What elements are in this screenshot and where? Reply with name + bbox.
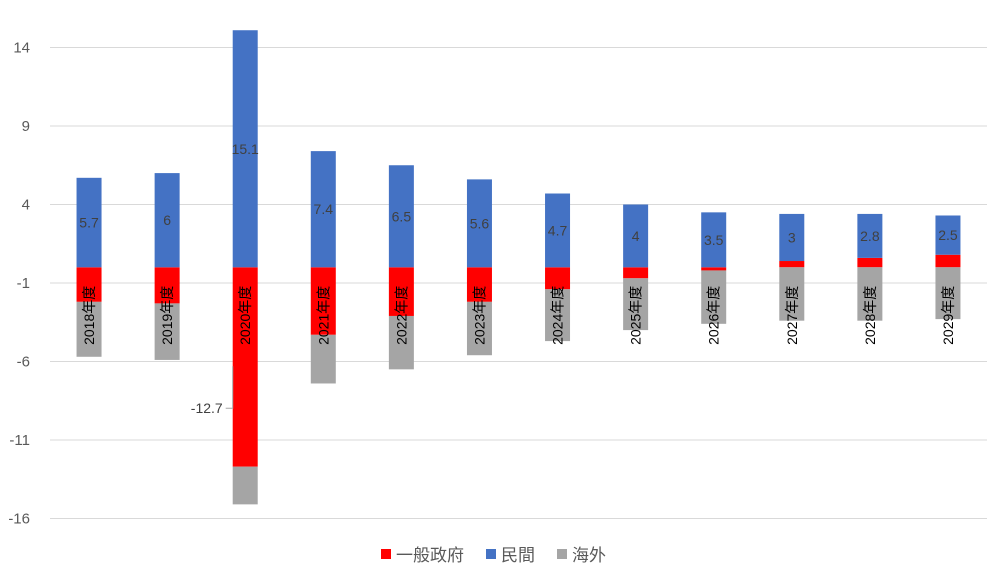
data-label-private: 2.5 xyxy=(938,227,958,243)
data-label-private: 6 xyxy=(163,212,171,228)
category-label: 2023年度 xyxy=(471,286,487,345)
bar-government xyxy=(857,257,883,268)
data-label-private: 5.7 xyxy=(79,215,99,231)
bar-overseas xyxy=(545,289,571,342)
legend-swatch-private xyxy=(486,548,496,559)
bar-private xyxy=(545,193,571,268)
legend-item-overseas: 海外 xyxy=(557,541,606,566)
category-label: 2027年度 xyxy=(784,286,800,345)
y-tick-label: -6 xyxy=(17,354,30,371)
data-labels: 5.7 6 15.1 -12.7 7.4 6.5 5.6 4.7 4 3.5 3 2.8 2.5 xyxy=(79,141,958,416)
bar-government xyxy=(623,267,649,279)
bar-private xyxy=(935,215,961,255)
category-label: 2020年度 xyxy=(237,286,253,345)
legend-item-private: 民間 xyxy=(486,541,535,566)
bar-government xyxy=(154,267,180,304)
legend-label-overseas: 海外 xyxy=(572,546,606,565)
y-axis-ticks: 14 9 4 -1 -6 -11 -16 xyxy=(8,40,30,528)
bar-overseas xyxy=(388,315,414,370)
category-labels: 2018年度 2019年度 2020年度 2021年度 2022年度 2023年度 2024… xyxy=(81,286,956,345)
legend-item-government: 一般政府 xyxy=(381,541,464,566)
bar-government xyxy=(388,267,414,316)
bar-private xyxy=(388,165,414,268)
data-label-private: 7.4 xyxy=(314,201,334,217)
data-label-private: 4 xyxy=(632,228,640,244)
bar-private xyxy=(76,177,102,268)
bar-government xyxy=(232,267,258,467)
category-label: 2026年度 xyxy=(706,286,722,345)
category-label: 2029年度 xyxy=(940,286,956,345)
bar-private xyxy=(623,204,649,268)
bar-government xyxy=(779,261,805,268)
data-label-private: 3 xyxy=(788,229,796,245)
bar-overseas xyxy=(76,301,102,357)
bar-overseas xyxy=(857,267,883,321)
y-tick-label: -1 xyxy=(17,275,30,292)
bar-overseas xyxy=(232,466,258,505)
bar-private xyxy=(154,173,180,268)
legend-swatch-government xyxy=(381,548,391,559)
category-label: 2021年度 xyxy=(315,286,331,345)
bar-overseas xyxy=(779,267,805,321)
bar-overseas xyxy=(154,303,180,360)
bar-government xyxy=(545,267,571,290)
bar-government xyxy=(935,254,961,268)
category-label: 2018年度 xyxy=(81,286,97,345)
bar-overseas xyxy=(701,270,727,324)
category-label: 2022年度 xyxy=(393,286,409,345)
category-label: 2025年度 xyxy=(628,286,644,345)
data-label-private: 2.8 xyxy=(860,228,880,244)
y-tick-label: 4 xyxy=(22,197,30,214)
gridlines xyxy=(50,47,987,519)
data-label-private: 5.6 xyxy=(470,215,490,231)
bar-private xyxy=(857,213,883,258)
category-label: 2028年度 xyxy=(862,286,878,345)
bar-government xyxy=(466,267,492,302)
bar-overseas xyxy=(466,301,492,356)
bar-private xyxy=(310,151,336,268)
y-tick-label: 14 xyxy=(13,40,30,57)
y-tick-label: -11 xyxy=(9,432,30,449)
category-label: 2024年度 xyxy=(550,286,566,345)
callout-leader-line xyxy=(225,366,234,409)
data-label-private: 6.5 xyxy=(392,208,412,224)
legend-swatch-overseas xyxy=(557,548,567,559)
bar-overseas xyxy=(935,267,961,320)
category-label: 2019年度 xyxy=(159,286,175,345)
bar-overseas xyxy=(310,334,336,384)
stacked-bar-chart: 14 9 4 -1 -6 -11 -16 5.7 6 15.1 -12.7 7.4 6.5 5.6 4.7… xyxy=(8,30,987,528)
bar-private xyxy=(232,30,258,268)
y-tick-label: 9 xyxy=(22,118,30,135)
data-label-private: 3.5 xyxy=(704,232,724,248)
bar-government xyxy=(310,267,336,335)
bar-government xyxy=(76,267,102,302)
legend-label-private: 民間 xyxy=(501,546,535,565)
bar-private xyxy=(466,179,492,268)
data-label-private: 4.7 xyxy=(548,222,568,238)
bar-overseas xyxy=(623,278,649,331)
data-label-private: 15.1 xyxy=(232,141,259,157)
y-tick-label: -16 xyxy=(8,511,30,528)
legend-label-government: 一般政府 xyxy=(396,546,464,565)
bar-private xyxy=(701,212,727,268)
legend: 一般政府 民間 海外 xyxy=(0,541,987,566)
bar-government xyxy=(701,267,727,271)
bar-private xyxy=(779,213,805,262)
data-label-government-callout: -12.7 xyxy=(191,400,223,416)
bars xyxy=(76,30,961,505)
